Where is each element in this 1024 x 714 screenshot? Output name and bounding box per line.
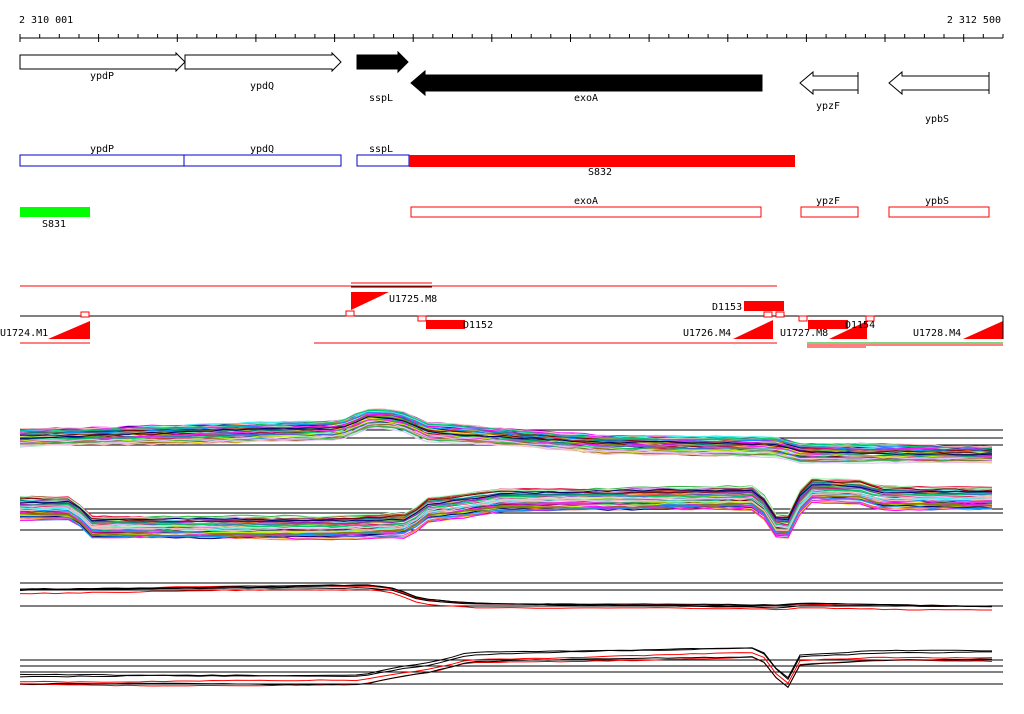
profile-trace xyxy=(19,422,993,461)
tu-U1728.M4[interactable]: U1728.M4 xyxy=(913,316,1004,339)
antisense-box-exoA[interactable] xyxy=(410,206,762,218)
ruler-ticks xyxy=(19,34,1004,42)
gene-ypzF-label: ypzF xyxy=(816,101,840,112)
tu-U1726.M4-label: U1726.M4 xyxy=(683,328,731,339)
profile-trace xyxy=(19,489,993,530)
profile-trace xyxy=(19,409,993,449)
gene-sspL-label: sspL xyxy=(369,93,393,104)
sense-annotation-track: ypdP ypdQ sspL S832 xyxy=(19,144,795,178)
profile-trace xyxy=(19,494,992,538)
sense-box-sspL-label: sspL xyxy=(369,144,393,155)
tu-U1728.M4-label: U1728.M4 xyxy=(913,328,961,339)
profile-trace xyxy=(19,493,993,533)
profile-trace xyxy=(19,480,993,523)
expression-profile-sense-summary xyxy=(19,582,1003,611)
profile-trace xyxy=(19,425,993,463)
sense-segment-S832-label: S832 xyxy=(588,167,612,178)
profile-trace xyxy=(19,416,993,456)
tu-U1725.M8[interactable]: U1725.M8 xyxy=(351,292,437,310)
profile-trace xyxy=(19,488,993,528)
gene-sspL[interactable]: sspL xyxy=(356,50,409,104)
tu-U1726.M4[interactable]: U1726.M4 xyxy=(683,320,773,339)
gene-ypdP[interactable]: ypdP xyxy=(19,51,186,82)
profile-trace xyxy=(19,411,993,453)
expression-profile-antisense-summary xyxy=(19,647,1003,689)
coordinate-ruler: 2 310 001 2 312 500 xyxy=(19,15,1004,42)
tu-U1727.M8[interactable]: U1727.M8 xyxy=(780,321,867,339)
gene-track: ypdP ypdQ sspL exoA ypzF ypbS xyxy=(19,50,990,125)
profile-trace xyxy=(19,589,992,611)
profile-trace xyxy=(19,647,993,681)
sense-segment-S832[interactable] xyxy=(409,155,795,167)
tu-D1152-label: D1152 xyxy=(463,320,493,331)
sense-box-sspL[interactable] xyxy=(356,154,410,167)
gene-ypbS[interactable]: ypbS xyxy=(888,70,990,125)
profile-trace xyxy=(19,647,992,679)
gene-ypdQ-label: ypdQ xyxy=(250,81,274,92)
gene-ypdQ[interactable]: ypdQ xyxy=(184,51,342,92)
antisense-box-ypbS-label: ypbS xyxy=(925,196,949,207)
tu-D1154-label: D1154 xyxy=(845,320,875,331)
profile-trace xyxy=(19,656,993,689)
gene-ypbS-label: ypbS xyxy=(925,114,949,125)
gene-ypdP-label: ypdP xyxy=(90,71,114,82)
antisense-segment-S831-label: S831 xyxy=(42,219,66,230)
tu-U1725.M8-label: U1725.M8 xyxy=(389,294,437,305)
sense-box-ypdQ[interactable] xyxy=(183,154,342,167)
antisense-segment-S831[interactable] xyxy=(20,207,90,217)
profile-trace xyxy=(19,413,993,451)
antisense-box-ypzF[interactable] xyxy=(800,206,859,218)
gene-exoA-label: exoA xyxy=(574,93,598,104)
expression-profile-antisense xyxy=(19,477,1003,541)
gene-exoA[interactable]: exoA xyxy=(410,69,763,104)
tu-U1724.M1[interactable]: U1724.M1 xyxy=(0,321,90,339)
sense-box-ypdQ-label: ypdQ xyxy=(250,144,274,155)
tu-U1727.M8-label: U1727.M8 xyxy=(780,328,828,339)
profile-trace xyxy=(19,484,993,522)
expression-profile-sense xyxy=(19,408,1003,464)
profile-trace xyxy=(19,477,993,520)
sense-box-ypdP[interactable] xyxy=(19,154,185,167)
antisense-box-ypzF-label: ypzF xyxy=(816,196,840,207)
profile-trace xyxy=(19,424,993,464)
ruler-end-label: 2 312 500 xyxy=(947,15,1001,26)
profile-trace xyxy=(19,652,993,684)
profile-trace xyxy=(19,496,993,539)
gene-ypzF[interactable]: ypzF xyxy=(799,70,859,112)
profile-trace xyxy=(19,482,993,524)
tu-D1153-label: D1153 xyxy=(712,302,742,313)
tu-U1724.M1-label: U1724.M1 xyxy=(0,328,48,339)
antisense-box-exoA-label: exoA xyxy=(574,196,598,207)
tu-D1152[interactable]: D1152 xyxy=(426,320,493,331)
antisense-annotation-track: S831 exoA ypzF ypbS xyxy=(20,196,990,230)
profile-trace xyxy=(19,491,993,533)
profile-trace xyxy=(19,418,993,459)
transcription-units-track: U1724.M1 U1725.M8 D1152 D1153 U1726.M4 U… xyxy=(0,282,1004,348)
antisense-box-ypbS[interactable] xyxy=(888,206,990,218)
sense-box-ypdP-label: ypdP xyxy=(90,144,114,155)
tu-D1154[interactable]: D1154 xyxy=(808,320,875,331)
profile-trace xyxy=(19,584,993,608)
ruler-start-label: 2 310 001 xyxy=(19,15,73,26)
tu-D1153[interactable]: D1153 xyxy=(712,301,784,313)
